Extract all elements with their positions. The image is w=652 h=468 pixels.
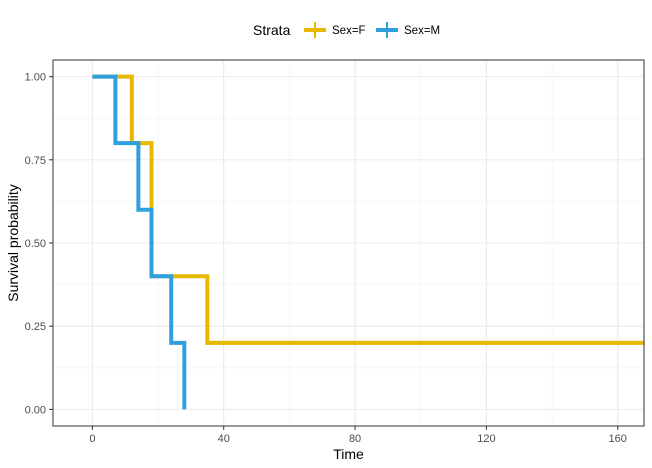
x-tick-label: 120 [477,433,495,445]
y-axis-title: Survival probability [5,184,21,302]
legend-label: Sex=M [404,25,440,37]
x-tick-label: 160 [609,433,627,445]
x-tick-label: 40 [218,433,230,445]
grid [53,60,644,426]
legend-label: Sex=F [332,25,366,37]
y-tick-label: 0.50 [25,238,46,250]
x-axis: 0 40 80 120 160 [89,426,627,445]
y-tick-label: 1.00 [25,72,46,84]
y-tick-label: 0.75 [25,155,46,167]
x-axis-title: Time [333,446,364,462]
y-axis: 0.00 0.25 0.50 0.75 1.00 [25,72,53,416]
y-tick-label: 0.00 [25,404,46,416]
x-tick-label: 0 [89,433,95,445]
x-tick-label: 80 [349,433,361,445]
survival-curves [92,74,644,410]
legend: Strata Sex=F Sex=M [253,22,440,38]
survival-curve-sex-m [92,74,187,410]
y-tick-label: 0.25 [25,321,46,333]
legend-title: Strata [253,22,291,38]
